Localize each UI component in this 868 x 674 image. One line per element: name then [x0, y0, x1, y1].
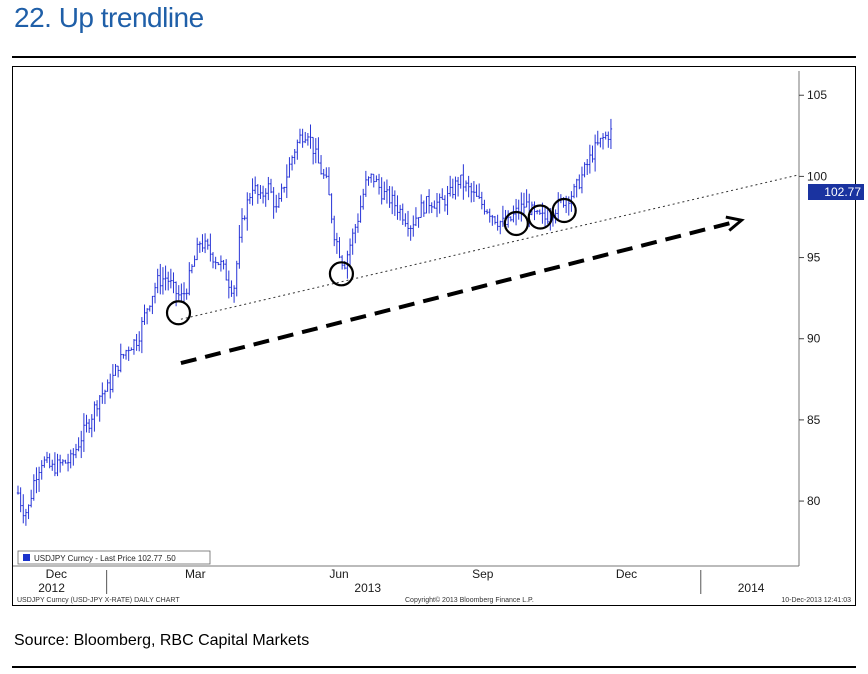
legend-text: USDJPY Curncy - Last Price 102.77 .50 [34, 554, 176, 563]
x-tick-label: Dec [616, 567, 637, 581]
trend-arrow-head [725, 215, 745, 232]
y-tick-label: 100 [807, 169, 827, 183]
chart-footer-left: USDJPY Curncy (USD-JPY X-RATE) DAILY CHA… [17, 597, 180, 604]
y-tick-label: 95 [807, 251, 821, 265]
up-trendline [180, 174, 800, 320]
trend-arrow-shaft [180, 220, 735, 366]
x-tick-label: Sep [472, 567, 494, 581]
year-label: 2014 [738, 581, 765, 595]
y-tick-label: 85 [807, 413, 821, 427]
bottom-divider [12, 666, 856, 668]
touch-point-circle [328, 261, 355, 287]
chart-footer-right: 10-Dec-2013 12:41:03 [781, 597, 851, 604]
y-tick-label: 90 [807, 332, 821, 346]
page-title: 22. Up trendline [14, 2, 204, 33]
year-label: 2012 [38, 581, 65, 595]
top-divider [12, 56, 856, 58]
year-label: 2013 [354, 581, 381, 595]
price-bars [16, 118, 613, 526]
annotations [165, 174, 800, 366]
x-tick-label: Mar [185, 567, 206, 581]
legend-box: USDJPY Curncy - Last Price 102.77 .50 [17, 550, 211, 565]
x-tick-label: Jun [329, 567, 348, 581]
y-tick-label: 105 [807, 88, 827, 102]
touch-point-circle [503, 210, 529, 237]
touch-point-circle [165, 300, 192, 326]
touch-point-circle [527, 204, 553, 230]
chart-frame: 80 85 90 95 100 105 Dec Mar Jun Sep Dec 2012 2013 201… [12, 66, 864, 606]
y-tick-label: 80 [807, 494, 821, 508]
legend-frame [17, 550, 211, 565]
touch-point-circle [551, 197, 577, 224]
chart-footer-center: Copyright© 2013 Bloomberg Finance L.P. [405, 596, 534, 604]
x-tick-label: Dec [46, 567, 67, 581]
source-note: Source: Bloomberg, RBC Capital Markets [14, 632, 310, 649]
last-price-tag: 102.77 [808, 184, 864, 200]
legend-swatch [23, 554, 30, 561]
